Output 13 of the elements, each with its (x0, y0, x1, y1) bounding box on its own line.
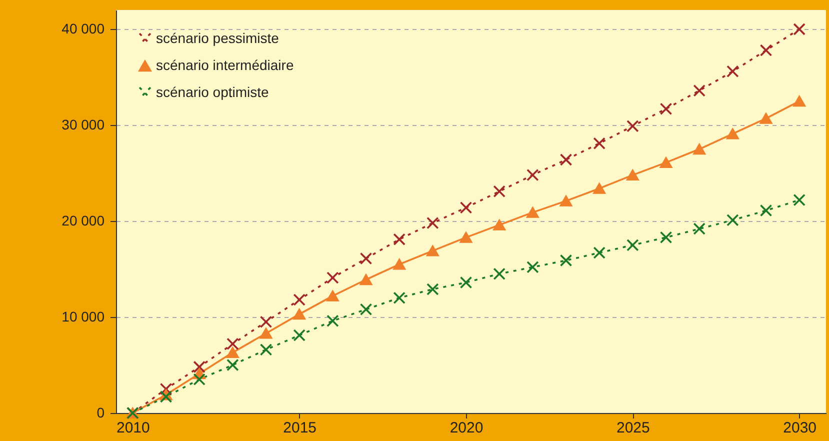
y-tick-label: 20 000 (62, 212, 105, 229)
legend-label: scénario intermédiaire (156, 57, 294, 73)
legend-label: scénario optimiste (156, 84, 270, 100)
x-tick-label: 2020 (450, 420, 484, 436)
x-tick-label: 2015 (283, 420, 317, 436)
y-tick-label: 30 000 (62, 116, 105, 133)
x-tick-label: 2010 (116, 420, 150, 436)
y-tick-label: 10 000 (62, 308, 105, 325)
y-tick-label: 40 000 (62, 20, 105, 37)
x-tick-label: 2030 (783, 420, 817, 436)
x-tick-label: 2025 (616, 420, 650, 436)
y-tick-label: 0 (96, 404, 105, 420)
legend-label: scénario pessimiste (156, 30, 280, 46)
